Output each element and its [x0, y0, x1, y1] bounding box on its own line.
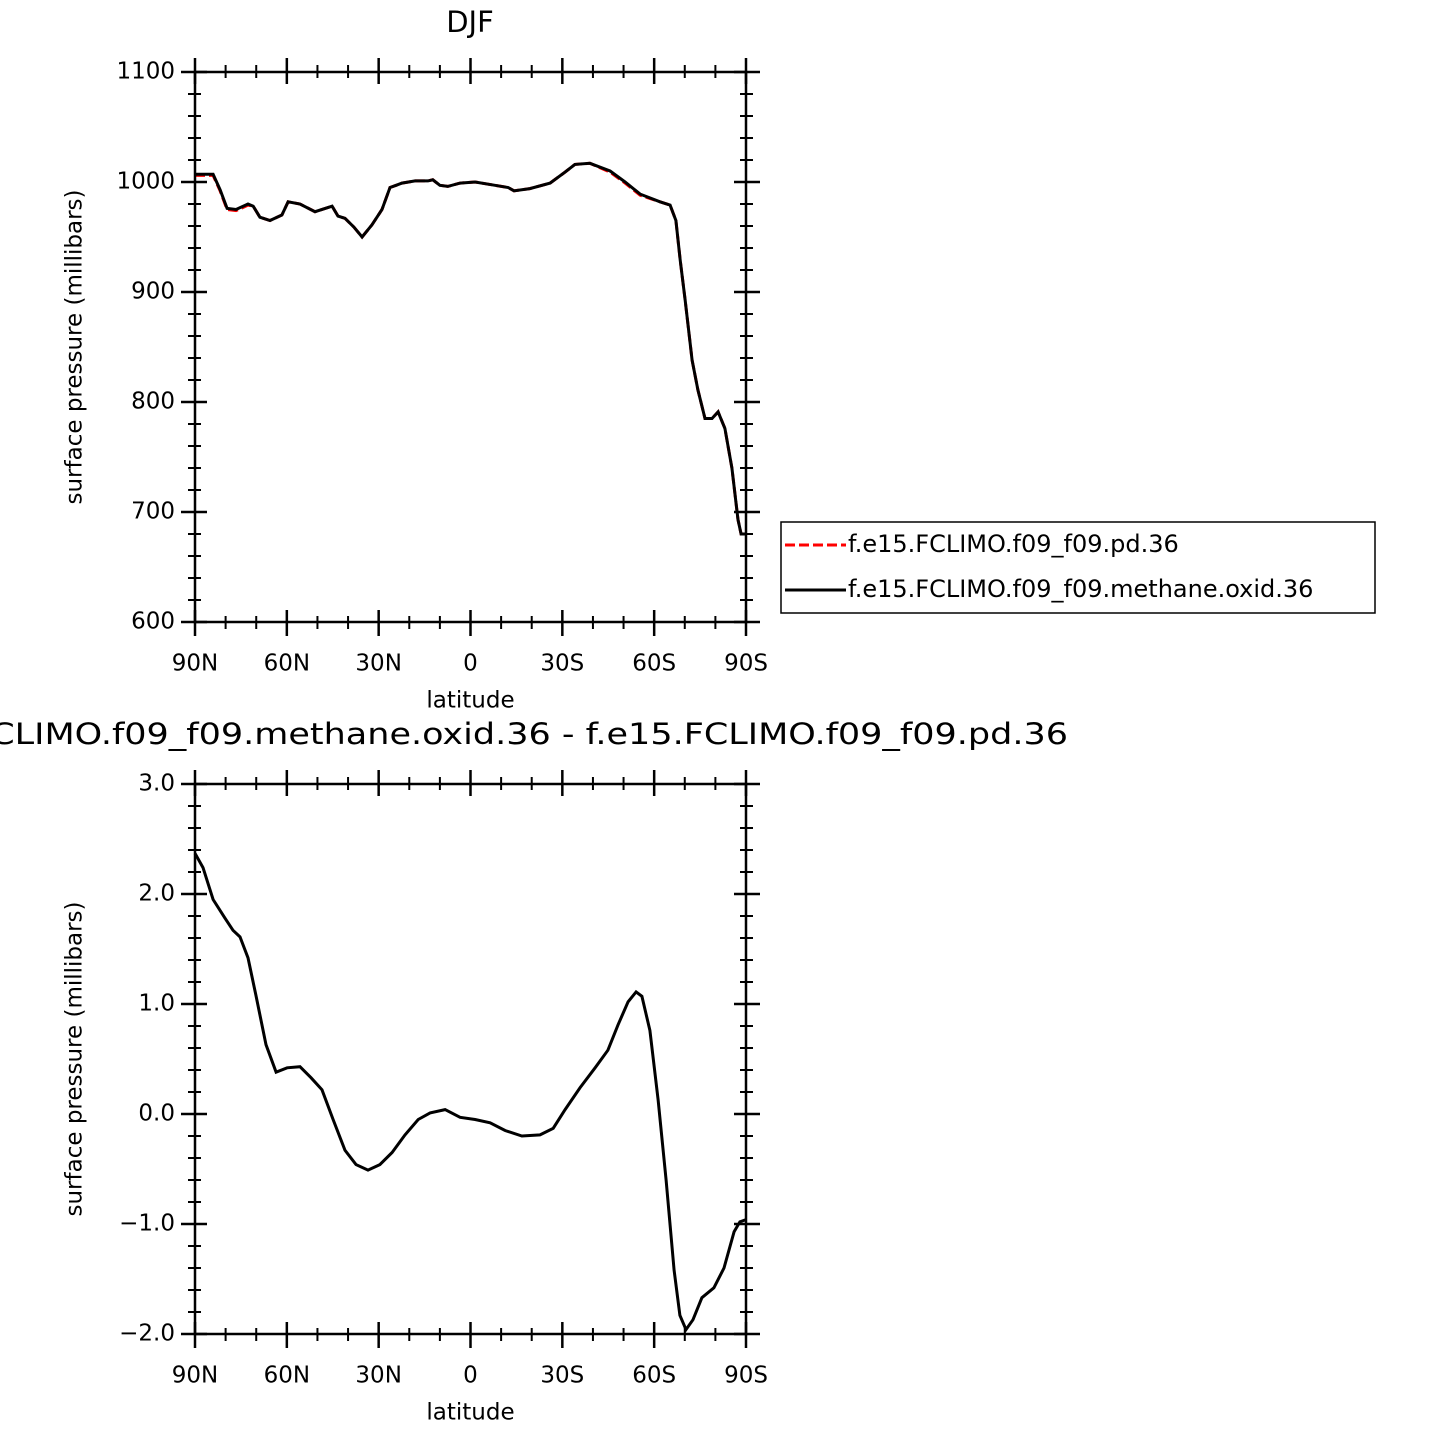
legend-label: f.e15.FCLIMO.f09_f09.pd.36: [848, 530, 1179, 558]
y-tick-label: 3.0: [138, 771, 175, 797]
x-tick-label: 90N: [172, 1363, 218, 1389]
y-tick-label: 700: [131, 499, 175, 525]
x-tick-label: 0: [463, 651, 478, 677]
y-tick-label: 1000: [116, 169, 175, 195]
y-tick-label: 800: [131, 389, 175, 415]
x-tick-label: 60S: [632, 1363, 676, 1389]
x-tick-label: 90N: [172, 651, 218, 677]
x-tick-label: 30N: [355, 1363, 401, 1389]
x-tick-label: 60N: [264, 1363, 310, 1389]
x-tick-label: 30S: [540, 651, 584, 677]
plot-frame: [193, 70, 748, 624]
x-tick-label: 30N: [355, 651, 401, 677]
series-line: [193, 852, 747, 1333]
y-tick-label: −2.0: [119, 1321, 175, 1347]
x-tick-label: 60S: [632, 651, 676, 677]
legend-box: [780, 521, 1376, 614]
y-tick-label: 0.0: [138, 1101, 175, 1127]
y-tick-label: −1.0: [119, 1211, 175, 1237]
x-axis-label: latitude: [426, 1400, 514, 1426]
y-tick-label: 1100: [116, 59, 175, 85]
series-line: [195, 161, 746, 536]
y-tick-label: 900: [131, 279, 175, 305]
x-tick-label: 0: [463, 1363, 478, 1389]
x-tick-label: 90S: [724, 651, 768, 677]
y-tick-label: 1.0: [138, 991, 175, 1017]
chart-title: f.e15.FCLIMO.f09_f09.methane.oxid.36 - f…: [0, 717, 1068, 751]
y-axis-label: surface pressure (millibars): [62, 189, 88, 504]
x-tick-label: 30S: [540, 1363, 584, 1389]
y-axis-label: surface pressure (millibars): [62, 901, 88, 1216]
plot-frame: [193, 782, 748, 1336]
y-tick-label: 600: [131, 609, 175, 635]
chart-title: DJF: [446, 5, 494, 39]
x-axis-label: latitude: [426, 688, 514, 714]
y-tick-label: 2.0: [138, 881, 175, 907]
series-line: [195, 161, 746, 536]
x-tick-label: 90S: [724, 1363, 768, 1389]
legend-label: f.e15.FCLIMO.f09_f09.methane.oxid.36: [848, 575, 1313, 603]
x-tick-label: 60N: [264, 651, 310, 677]
